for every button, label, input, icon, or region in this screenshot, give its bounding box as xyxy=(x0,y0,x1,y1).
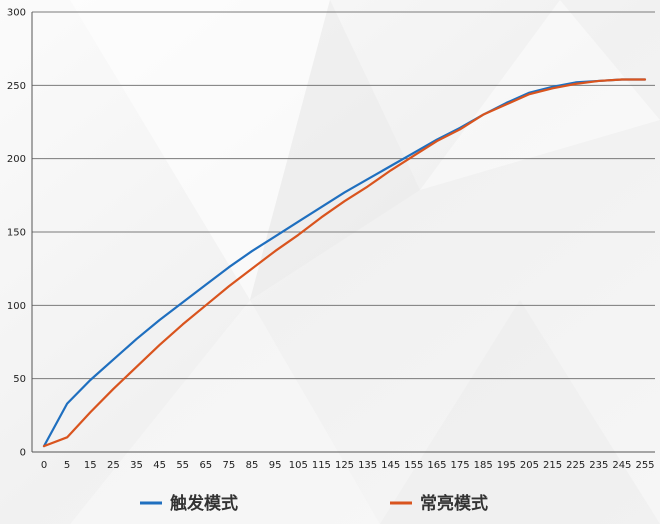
x-tick-label: 65 xyxy=(199,460,212,471)
y-tick-label: 100 xyxy=(7,301,26,312)
y-tick-label: 50 xyxy=(13,374,26,385)
legend-label-0: 触发模式 xyxy=(169,493,238,514)
x-tick-label: 115 xyxy=(312,460,331,471)
grid-lines xyxy=(32,11,655,380)
x-tick-label: 155 xyxy=(404,460,423,471)
y-tick-label: 0 xyxy=(20,448,26,459)
x-tick-label: 25 xyxy=(107,460,120,471)
series-line-1 xyxy=(42,78,647,448)
x-tick-label: 135 xyxy=(358,460,377,471)
series-lines xyxy=(42,78,647,448)
x-tick-label: 165 xyxy=(427,460,446,471)
y-tick-labels: 0 50 100 150 200 250 300 xyxy=(7,8,26,459)
x-tick-label: 245 xyxy=(612,460,631,471)
x-tick-label: 215 xyxy=(543,460,562,471)
x-tick-label: 125 xyxy=(335,460,354,471)
x-tick-label: 35 xyxy=(130,460,143,471)
x-tick-label: 105 xyxy=(289,460,308,471)
x-tick-label: 5 xyxy=(64,460,70,471)
x-tick-label: 235 xyxy=(589,460,608,471)
x-tick-label: 205 xyxy=(520,460,539,471)
x-tick-labels: 0 5 15 25 35 45 55 65 75 85 95 105 115 125 135 145 155 16… xyxy=(41,460,655,471)
y-tick-label: 300 xyxy=(7,8,26,19)
x-tick-label: 145 xyxy=(381,460,400,471)
x-tick-label: 95 xyxy=(269,460,282,471)
y-tick-label: 200 xyxy=(7,154,26,165)
series-line-0 xyxy=(42,78,647,448)
x-tick-label: 255 xyxy=(635,460,654,471)
axes xyxy=(31,12,655,453)
x-tick-label: 225 xyxy=(566,460,585,471)
x-tick-label: 45 xyxy=(153,460,166,471)
background-facets xyxy=(70,0,660,524)
x-tick-label: 15 xyxy=(84,460,97,471)
x-tick-label: 185 xyxy=(474,460,493,471)
x-tick-label: 195 xyxy=(497,460,516,471)
x-tick-label: 75 xyxy=(223,460,236,471)
x-tick-label: 55 xyxy=(176,460,189,471)
x-tick-label: 85 xyxy=(246,460,259,471)
y-tick-label: 150 xyxy=(7,228,26,239)
x-tick-label: 0 xyxy=(41,460,47,471)
x-tick-label: 175 xyxy=(451,460,470,471)
y-tick-label: 250 xyxy=(7,81,26,92)
legend: 触发模式 常亮模式 xyxy=(140,493,488,514)
legend-label-1: 常亮模式 xyxy=(420,493,488,514)
